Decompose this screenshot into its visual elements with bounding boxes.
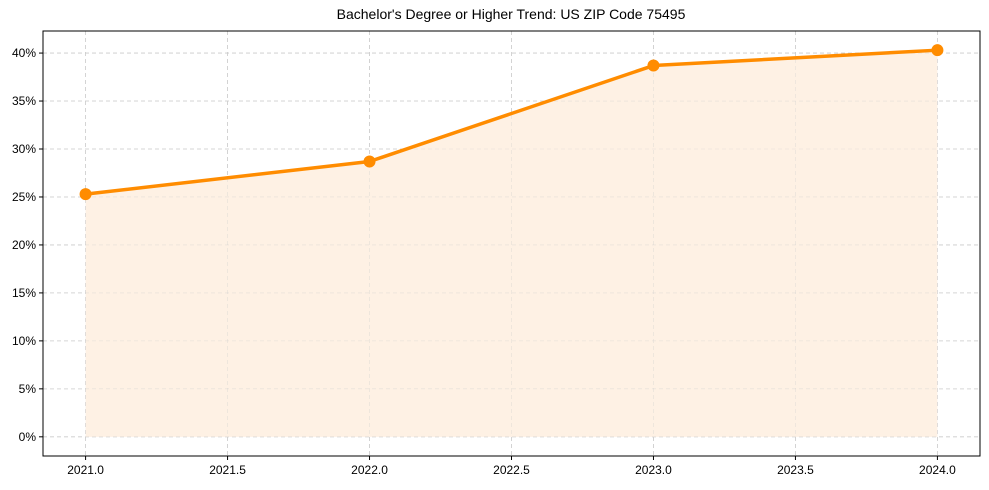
data-point-marker bbox=[363, 155, 376, 168]
data-point-marker bbox=[647, 59, 660, 72]
y-axis: 0% 5% 10% 15% 20% 25% 30% 35% 40% bbox=[12, 46, 43, 444]
data-line bbox=[83, 48, 940, 196]
y-tick-label: 15% bbox=[12, 286, 36, 300]
y-tick-label: 0% bbox=[19, 430, 37, 444]
y-tick-label: 10% bbox=[12, 334, 36, 348]
x-tick-label: 2022.5 bbox=[493, 463, 530, 477]
x-tick-label: 2021.5 bbox=[209, 463, 246, 477]
x-tick-label: 2024.0 bbox=[919, 463, 956, 477]
y-tick-label: 25% bbox=[12, 190, 36, 204]
x-tick-label: 2023.0 bbox=[635, 463, 672, 477]
x-axis: 2021.0 2021.5 2022.0 2022.5 2023.0 2023.5 2024… bbox=[67, 456, 956, 477]
x-tick-label: 2021.0 bbox=[67, 463, 104, 477]
data-point-marker bbox=[79, 188, 92, 201]
chart-title: Bachelor's Degree or Higher Trend: US ZI… bbox=[337, 6, 686, 22]
data-point-marker bbox=[931, 44, 944, 57]
plot-area bbox=[42, 30, 981, 457]
x-tick-label: 2022.0 bbox=[351, 463, 388, 477]
y-tick-label: 35% bbox=[12, 94, 36, 108]
y-tick-label: 40% bbox=[12, 46, 36, 60]
y-tick-label: 20% bbox=[12, 238, 36, 252]
y-tick-label: 30% bbox=[12, 142, 36, 156]
y-tick-label: 5% bbox=[19, 382, 37, 396]
x-tick-label: 2023.5 bbox=[777, 463, 814, 477]
